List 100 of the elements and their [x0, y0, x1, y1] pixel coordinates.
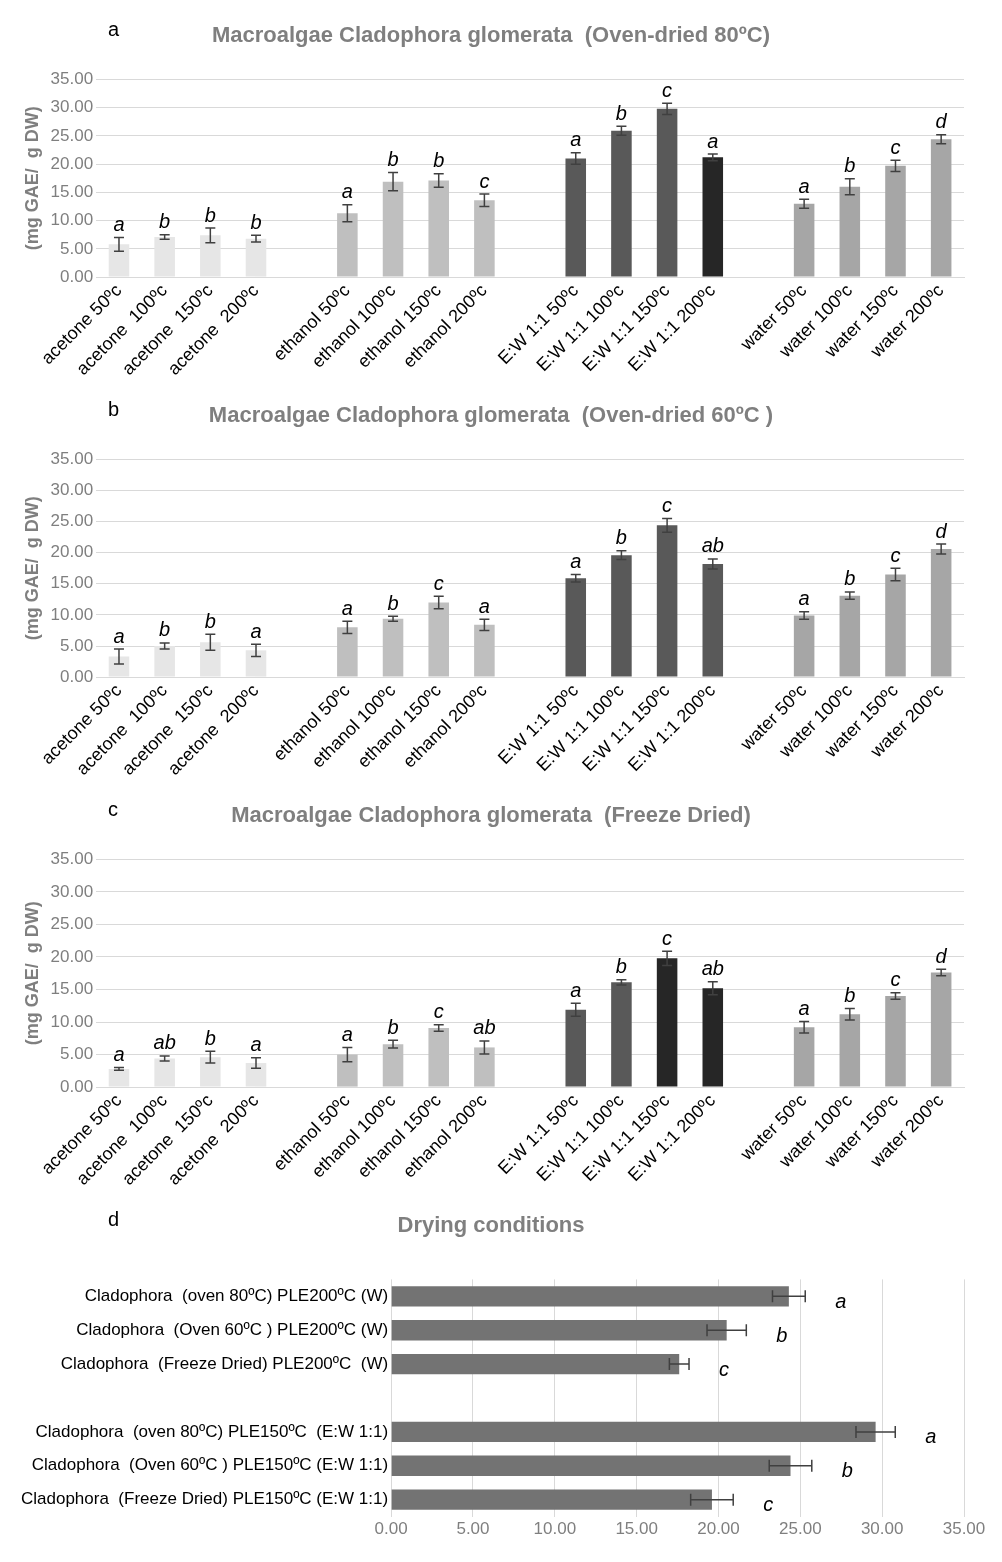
x-tick-label: 15.00 — [615, 1519, 658, 1539]
y-tick-label: Cladophora (Freeze Dried) PLE200ºC (W) — [60, 1353, 389, 1373]
data-label: a — [835, 1289, 847, 1312]
y-tick-label: 25.00 — [50, 914, 94, 934]
data-label: a — [925, 1425, 937, 1448]
y-tick-label: 35.00 — [50, 449, 94, 469]
y-tick-label: 20.00 — [50, 946, 94, 966]
data-label: c — [890, 543, 901, 566]
data-label: c — [763, 1493, 774, 1516]
chart-title: Macroalgae Cladophora glomerata (Freeze Dried) — [231, 802, 751, 828]
data-label: b — [387, 148, 399, 171]
y-tick-label: 10.00 — [50, 604, 94, 624]
data-label: b — [615, 526, 627, 549]
y-tick-label: 35.00 — [50, 849, 94, 869]
data-label: b — [250, 210, 262, 233]
data-label: b — [844, 567, 856, 590]
y-tick-label: 30.00 — [50, 881, 94, 901]
y-tick-label: 20.00 — [50, 542, 94, 562]
data-label: b — [159, 618, 171, 641]
data-label: c — [479, 169, 490, 192]
x-tick-label: 30.00 — [860, 1519, 904, 1539]
data-label: b — [387, 591, 399, 614]
data-label: b — [159, 210, 171, 233]
data-label: c — [662, 926, 673, 949]
y-tick-label: 20.00 — [50, 153, 94, 173]
data-label: b — [841, 1459, 853, 1482]
data-label: a — [707, 129, 719, 152]
text: b — [108, 397, 120, 420]
data-label: c — [890, 968, 901, 991]
data-label: b — [387, 1015, 399, 1038]
data-label: b — [776, 1323, 788, 1346]
x-tick-label: 25.00 — [779, 1519, 822, 1539]
data-label: a — [798, 587, 810, 610]
data-label: b — [204, 609, 216, 632]
data-label: a — [113, 1043, 125, 1066]
x-tick-label: 10.00 — [533, 1519, 577, 1539]
y-tick-label: 10.00 — [50, 210, 94, 230]
y-tick-label: 0.00 — [60, 666, 94, 686]
data-label: b — [844, 154, 856, 177]
y-tick-label: 5.00 — [60, 1044, 94, 1064]
data-label: ab — [701, 534, 724, 557]
x-tick-label: 5.00 — [456, 1519, 490, 1539]
y-tick-label: 15.00 — [50, 573, 94, 593]
text: d — [108, 1207, 120, 1230]
data-label: d — [935, 110, 948, 133]
y-tick-label: Cladophora (Freeze Dried) PLE150ºC (E:W 1:1) — [20, 1489, 389, 1509]
y-axis-title: (mg GAE/ g DW) — [21, 106, 42, 251]
data-label: a — [250, 1033, 262, 1056]
data-label: a — [570, 550, 582, 573]
x-tick-label: 0.00 — [374, 1519, 408, 1539]
data-label: b — [204, 203, 216, 226]
data-label: b — [433, 149, 445, 172]
x-tick-label: 20.00 — [697, 1519, 740, 1539]
data-label: a — [798, 996, 810, 1019]
data-label: a — [341, 1022, 353, 1045]
y-tick-label: Cladophora (Oven 60ºC ) PLE150ºC (E:W 1:1) — [31, 1455, 389, 1475]
data-label: a — [570, 128, 582, 151]
y-tick-label: 5.00 — [60, 238, 94, 258]
data-label: a — [570, 978, 582, 1001]
y-tick-label: 25.00 — [50, 511, 94, 531]
data-label: a — [113, 213, 125, 236]
text: a — [108, 17, 120, 40]
y-tick-label: 15.00 — [50, 182, 94, 202]
y-tick-label: Cladophora (oven 80ºC) PLE200ºC (W) — [84, 1286, 389, 1306]
y-tick-label: 0.00 — [60, 1076, 94, 1096]
y-tick-label: 15.00 — [50, 979, 94, 999]
data-label: a — [341, 596, 353, 619]
y-tick-label: Cladophora (Oven 60ºC ) PLE200ºC (W) — [76, 1319, 389, 1339]
y-tick-label: 35.00 — [50, 69, 94, 89]
data-label: b — [204, 1026, 216, 1049]
y-tick-label: 10.00 — [50, 1011, 94, 1031]
data-label: a — [478, 594, 490, 617]
y-tick-label: 5.00 — [60, 635, 94, 655]
data-label: c — [662, 494, 673, 517]
y-tick-label: 30.00 — [50, 97, 94, 117]
data-label: b — [615, 101, 627, 124]
y-axis-title: (mg GAE/ g DW) — [21, 901, 42, 1046]
data-label: ab — [473, 1016, 496, 1039]
data-label: c — [433, 1000, 444, 1023]
data-label: c — [890, 135, 901, 158]
x-tick-label: 35.00 — [942, 1519, 986, 1539]
data-label: ab — [153, 1031, 176, 1054]
y-tick-label: 30.00 — [50, 480, 94, 500]
chart-title: Macroalgae Cladophora glomerata (Oven-dried 60ºC ) — [208, 402, 774, 428]
data-label: a — [798, 174, 810, 197]
text: c — [108, 797, 118, 820]
data-label: b — [615, 955, 627, 978]
chart-title: Macroalgae Cladophora glomerata (Oven-dried 80ºC) — [211, 22, 771, 48]
data-label: d — [935, 944, 948, 967]
data-label: c — [662, 78, 673, 101]
y-axis-title: (mg GAE/ g DW) — [21, 496, 42, 641]
data-label: a — [341, 180, 353, 203]
data-label: b — [844, 983, 856, 1006]
data-label: a — [113, 624, 125, 647]
data-label: ab — [701, 957, 724, 980]
y-tick-label: 25.00 — [50, 125, 94, 145]
data-label: a — [250, 619, 262, 642]
y-tick-label: 0.00 — [60, 266, 94, 286]
y-tick-label: Cladophora (oven 80ºC) PLE150ºC (E:W 1:1) — [35, 1421, 389, 1441]
data-label: c — [719, 1357, 730, 1380]
